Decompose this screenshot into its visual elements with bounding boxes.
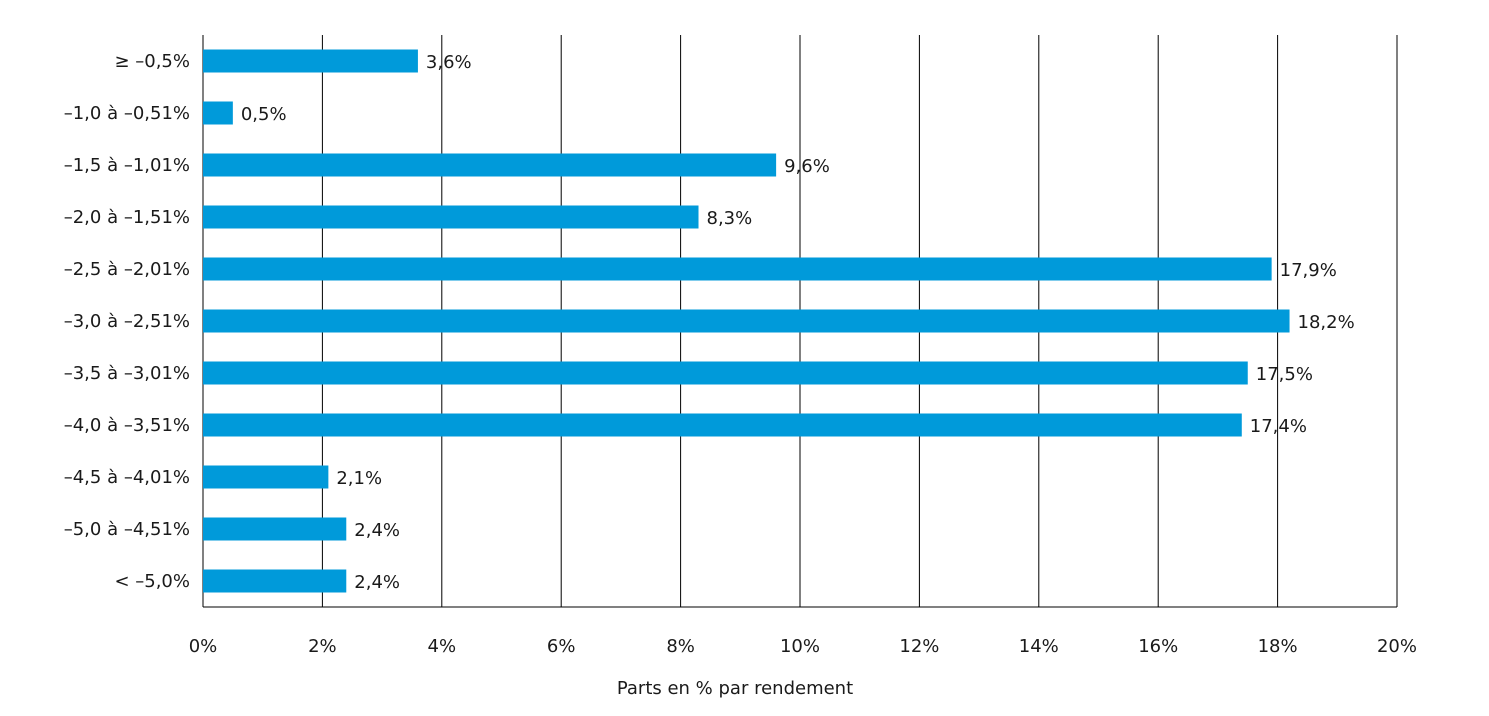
category-label: –3,0 à –2,51%: [64, 311, 190, 332]
data-label: 17,9%: [1280, 260, 1337, 281]
bars: [203, 49, 1290, 593]
x-tick-label: 4%: [428, 636, 457, 657]
x-tick-label: 12%: [899, 636, 939, 657]
x-tick-label: 18%: [1258, 636, 1298, 657]
category-label: –4,5 à –4,01%: [64, 467, 190, 488]
category-label: –1,0 à –0,51%: [64, 103, 190, 124]
category-label: –5,0 à –4,51%: [64, 519, 190, 540]
bar: [203, 205, 699, 229]
data-label: 2,4%: [354, 572, 400, 593]
category-label: –4,0 à –3,51%: [64, 415, 190, 436]
x-tick-label: 14%: [1019, 636, 1059, 657]
bar: [203, 569, 347, 593]
x-tick-label: 16%: [1138, 636, 1178, 657]
x-tick-label: 6%: [547, 636, 576, 657]
x-tick-labels: 0% 2% 4% 6% 8% 10% 12% 14% 16% 18% 20%: [189, 636, 1417, 657]
bar: [203, 257, 1272, 281]
data-label: 9,6%: [784, 156, 830, 177]
bar: [203, 49, 418, 73]
bar: [203, 309, 1290, 333]
data-label: 17,4%: [1250, 416, 1307, 437]
category-label: –2,0 à –1,51%: [64, 207, 190, 228]
data-label: 3,6%: [426, 52, 472, 73]
data-label: 18,2%: [1298, 312, 1355, 333]
data-label: 0,5%: [241, 104, 287, 125]
bar: [203, 413, 1242, 437]
bar: [203, 517, 347, 541]
x-tick-label: 10%: [780, 636, 820, 657]
data-labels: 3,6% 0,5% 9,6% 8,3% 17,9% 18,2% 17,5% 17,4% 2,1%…: [241, 52, 1355, 593]
x-axis-title: Parts en % par rendement: [617, 678, 853, 699]
x-tick-label: 2%: [308, 636, 337, 657]
data-label: 17,5%: [1256, 364, 1313, 385]
data-label: 2,1%: [336, 468, 382, 489]
data-label: 8,3%: [707, 208, 753, 229]
bar: [203, 465, 329, 489]
category-label: –3,5 à –3,01%: [64, 363, 190, 384]
x-tick-label: 20%: [1377, 636, 1417, 657]
category-label: < –5,0%: [114, 571, 190, 592]
category-label: –1,5 à –1,01%: [64, 155, 190, 176]
bar: [203, 101, 233, 125]
category-label: –2,5 à –2,01%: [64, 259, 190, 280]
data-label: 2,4%: [354, 520, 400, 541]
category-label: ≥ –0,5%: [114, 51, 190, 72]
bar: [203, 361, 1248, 385]
x-tick-label: 0%: [189, 636, 218, 657]
category-labels: ≥ –0,5% –1,0 à –0,51% –1,5 à –1,01% –2,0 à …: [64, 51, 190, 592]
x-tick-label: 8%: [666, 636, 695, 657]
bar: [203, 153, 777, 177]
